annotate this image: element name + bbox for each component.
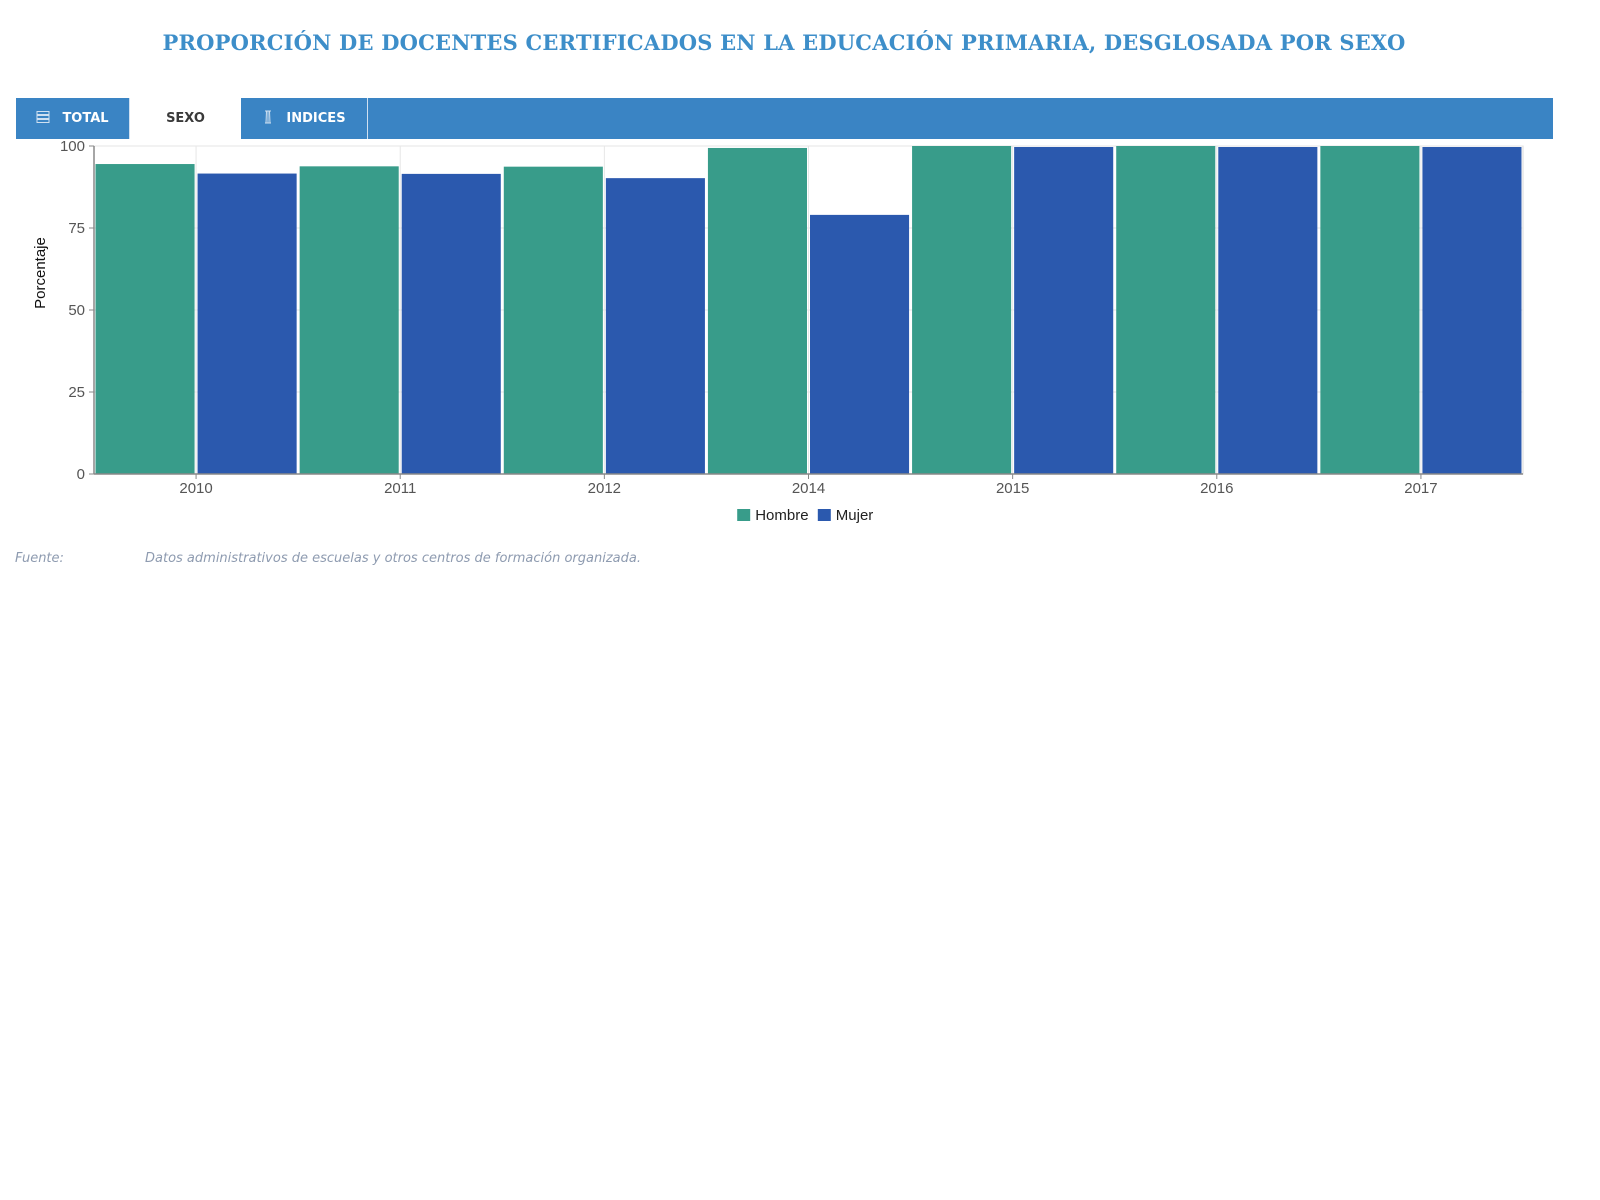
legend-swatch xyxy=(737,509,751,521)
bar-hombre-2012[interactable] xyxy=(503,166,603,474)
y-axis-label: Porcentaje xyxy=(32,237,49,309)
source-label: Fuente: xyxy=(15,551,64,566)
bar-hombre-2014[interactable] xyxy=(707,147,807,474)
legend: Hombre Mujer xyxy=(737,507,873,524)
bar-mujer-2016[interactable] xyxy=(1218,146,1318,474)
tab-indices[interactable]: INDICES xyxy=(241,98,368,139)
legend-item-hombre[interactable]: Hombre xyxy=(737,507,809,524)
bar-mujer-2011[interactable] xyxy=(401,173,501,474)
bar-mujer-2017[interactable] xyxy=(1422,146,1522,474)
bar-hombre-2017[interactable] xyxy=(1320,146,1420,474)
bar-hombre-2011[interactable] xyxy=(299,166,399,474)
y-tick-label: 100 xyxy=(60,138,85,155)
y-tick-label: 0 xyxy=(77,466,85,483)
bar-chart: 0 25 50 75 100 2010 2011 2012 2014 2015 2016 2017 P… xyxy=(32,138,1524,524)
x-tick-label: 2010 xyxy=(179,480,212,497)
y-tick-label: 25 xyxy=(68,384,85,401)
legend-swatch xyxy=(817,509,831,521)
axis-layer: 0 25 50 75 100 2010 2011 2012 2014 2015 2016 2017 xyxy=(60,138,1523,497)
tab-sexo[interactable]: SEXO xyxy=(130,98,241,139)
x-tick-label: 2017 xyxy=(1404,480,1437,497)
bar-hombre-2010[interactable] xyxy=(95,164,195,475)
tab-bar: TOTAL SEXO INDICES xyxy=(16,98,1553,139)
bar-hombre-2015[interactable] xyxy=(912,146,1012,474)
y-tick-label: 75 xyxy=(68,220,85,237)
chart-title: PROPORCIÓN DE DOCENTES CERTIFICADOS EN L… xyxy=(162,30,1406,55)
source-text: Datos administrativos de escuelas y otro… xyxy=(145,551,641,566)
y-tick-label: 50 xyxy=(68,302,85,319)
legend-item-mujer[interactable]: Mujer xyxy=(817,507,874,524)
tab-total[interactable]: TOTAL xyxy=(16,98,130,139)
x-tick-label: 2011 xyxy=(384,480,416,497)
bar-hombre-2016[interactable] xyxy=(1116,146,1216,474)
tab-sexo-label: SEXO xyxy=(166,111,205,126)
legend-label: Hombre xyxy=(755,507,808,524)
tab-total-label: TOTAL xyxy=(62,111,109,126)
legend-label: Mujer xyxy=(836,507,874,524)
bar-mujer-2014[interactable] xyxy=(810,214,910,474)
list-icon xyxy=(36,110,50,128)
x-tick-label: 2015 xyxy=(996,480,1029,497)
tab-indices-label: INDICES xyxy=(286,111,346,126)
x-tick-label: 2012 xyxy=(588,480,621,497)
bar-mujer-2012[interactable] xyxy=(605,178,705,475)
x-tick-label: 2016 xyxy=(1200,480,1233,497)
bar-mujer-2010[interactable] xyxy=(197,173,297,474)
bars-layer xyxy=(95,146,1522,475)
bar-mujer-2015[interactable] xyxy=(1014,146,1114,474)
x-tick-label: 2014 xyxy=(792,480,825,497)
cursor-icon xyxy=(262,110,274,128)
